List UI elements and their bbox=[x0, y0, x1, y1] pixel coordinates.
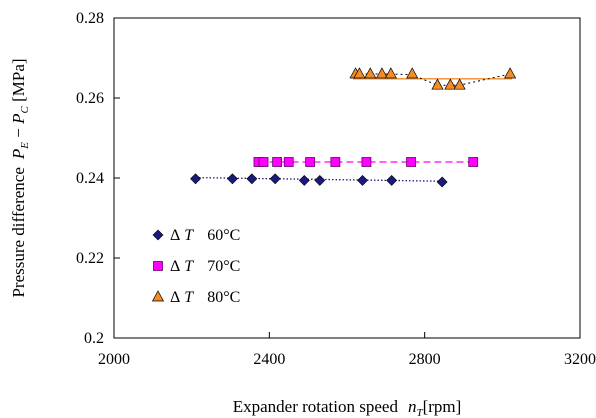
x-axis-title: Expander rotation speed nT[rpm] bbox=[233, 397, 462, 418]
legend-item-2: Δ T 70°C bbox=[153, 258, 240, 275]
data-point bbox=[406, 67, 419, 79]
x-axis-label: Expander rotation speed bbox=[233, 397, 399, 416]
y-axis-label: Pressure difference bbox=[9, 167, 28, 297]
legend-label: Δ T 70°C bbox=[170, 258, 240, 275]
y-axis-symbol-2: P bbox=[9, 114, 28, 125]
series-1 bbox=[190, 173, 448, 188]
legend-label: Δ T 60°C bbox=[170, 227, 240, 244]
legend-delta: Δ bbox=[170, 289, 180, 306]
y-axis-title: Pressure differencePE − PC [MPa] bbox=[9, 58, 31, 297]
data-point bbox=[298, 174, 310, 186]
data-point bbox=[364, 67, 377, 79]
x-tick-label: 2000 bbox=[98, 351, 130, 368]
data-point bbox=[305, 157, 316, 167]
data-point bbox=[444, 78, 457, 90]
axis-ticks: 2000 2400 2800 3200 0.2 0.22 0.24 0.26 0.28 bbox=[76, 10, 596, 368]
data-point bbox=[357, 174, 368, 186]
y-axis-symbol-1: P bbox=[9, 149, 28, 160]
x-axis-symbol-sub: T bbox=[416, 407, 423, 418]
legend-symbol: T bbox=[184, 227, 194, 244]
legend-marker bbox=[153, 261, 163, 271]
data-point bbox=[246, 173, 258, 185]
data-point bbox=[353, 67, 366, 79]
data-point bbox=[504, 67, 517, 79]
y-axis-minus: − bbox=[9, 124, 28, 142]
legend-item-3: Δ T 80°C bbox=[151, 289, 240, 306]
y-axis-symbol-1-sub: E bbox=[19, 142, 31, 150]
x-tick-label: 3200 bbox=[564, 351, 596, 368]
series-3 bbox=[349, 67, 517, 90]
y-tick-label: 0.26 bbox=[76, 90, 104, 107]
legend-delta: Δ bbox=[170, 258, 180, 275]
data-point bbox=[227, 173, 238, 185]
legend-symbol: T bbox=[184, 289, 194, 306]
legend-marker bbox=[152, 229, 164, 241]
legend-delta: Δ bbox=[170, 227, 180, 244]
legend-value: 80°C bbox=[207, 289, 240, 306]
data-point bbox=[468, 157, 479, 167]
data-point bbox=[384, 67, 397, 79]
legend-symbol: T bbox=[184, 258, 194, 275]
data-point bbox=[386, 174, 398, 186]
x-tick-label: 2400 bbox=[253, 351, 285, 368]
data-point bbox=[406, 157, 416, 167]
legend-value: 70°C bbox=[207, 258, 240, 275]
data-point bbox=[272, 157, 283, 167]
data-point bbox=[269, 173, 281, 185]
data-point bbox=[436, 176, 448, 188]
x-axis-symbol: n bbox=[408, 397, 417, 416]
data-point bbox=[453, 78, 466, 90]
series-layer bbox=[190, 67, 517, 188]
data-point bbox=[375, 67, 389, 79]
data-point bbox=[258, 157, 269, 167]
x-axis-unit: [rpm] bbox=[423, 397, 462, 416]
data-point bbox=[431, 78, 444, 90]
legend-value: 60°C bbox=[207, 227, 240, 244]
legend-marker bbox=[151, 290, 165, 302]
y-tick-label: 0.2 bbox=[84, 330, 104, 347]
y-axis-symbol-2-sub: C bbox=[19, 106, 31, 114]
legend-item-1: Δ T 60°C bbox=[152, 227, 240, 244]
legend: Δ T 60°CΔ T 70°CΔ T 80°C bbox=[151, 227, 240, 306]
y-tick-label: 0.24 bbox=[76, 170, 104, 187]
x-tick-label: 2800 bbox=[409, 351, 441, 368]
series-2 bbox=[253, 157, 479, 167]
legend-label: Δ T 80°C bbox=[170, 289, 240, 306]
data-point bbox=[314, 174, 326, 186]
y-tick-label: 0.22 bbox=[76, 250, 104, 267]
y-axis-unit: [MPa] bbox=[9, 58, 28, 106]
data-point bbox=[361, 157, 372, 167]
data-point bbox=[330, 157, 341, 167]
y-tick-label: 0.28 bbox=[76, 10, 104, 27]
data-point bbox=[190, 173, 201, 185]
data-point bbox=[283, 157, 294, 167]
